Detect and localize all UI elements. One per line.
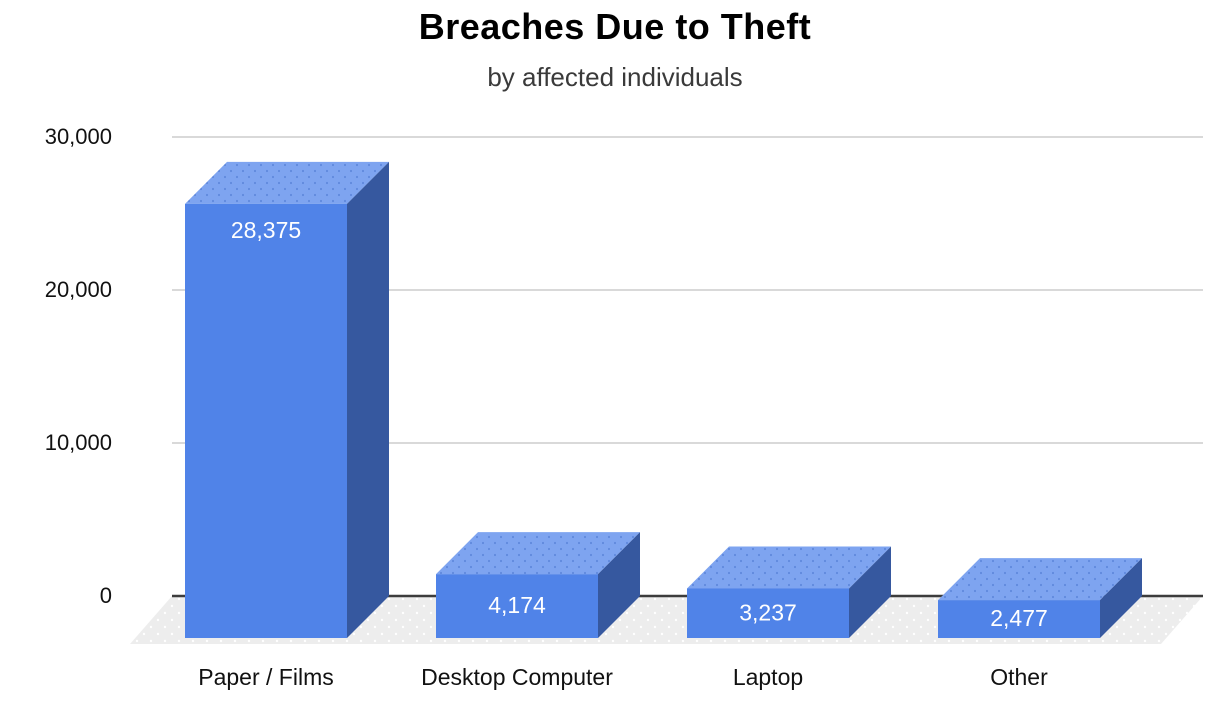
x-axis-category-label: Laptop bbox=[732, 664, 804, 690]
bar-value-label: 4,174 bbox=[488, 592, 546, 618]
bar-value-label: 2,477 bbox=[990, 605, 1048, 631]
x-axis-category-label: Other bbox=[990, 664, 1048, 690]
bar-side-face bbox=[849, 546, 891, 638]
x-axis-category-label: Desktop Computer bbox=[421, 664, 613, 690]
bar-column: 4,174 bbox=[436, 532, 640, 638]
y-axis-tick-label: 10,000 bbox=[44, 430, 112, 455]
bar-column: 2,477 bbox=[938, 558, 1142, 638]
chart-floor bbox=[130, 596, 1203, 644]
bar-side-face bbox=[1100, 558, 1142, 638]
x-axis-category-label: Paper / Films bbox=[198, 664, 334, 690]
bar-column: 28,375 bbox=[185, 161, 389, 639]
bar-front-face bbox=[938, 600, 1100, 638]
bar-column: 3,237 bbox=[687, 546, 891, 638]
y-axis-tick-label: 0 bbox=[99, 583, 112, 608]
bar-value-label: 3,237 bbox=[739, 599, 797, 625]
bar-front-face bbox=[185, 203, 347, 639]
y-axis-tick-label: 30,000 bbox=[44, 124, 112, 149]
chart-title: Breaches Due to Theft bbox=[418, 6, 812, 47]
bar-top-face bbox=[687, 546, 891, 589]
bar-top-face bbox=[185, 161, 389, 204]
bar-front-face bbox=[687, 588, 849, 638]
y-axis-tick-label: 20,000 bbox=[44, 277, 112, 302]
bar-side-face bbox=[598, 532, 640, 638]
bar-side-face bbox=[347, 161, 389, 639]
bar-value-label: 28,375 bbox=[231, 217, 301, 243]
bar-top-face bbox=[436, 532, 640, 575]
chart-subtitle: by affected individuals bbox=[487, 62, 743, 92]
bar-front-face bbox=[436, 574, 598, 638]
bar-top-face bbox=[938, 558, 1142, 601]
